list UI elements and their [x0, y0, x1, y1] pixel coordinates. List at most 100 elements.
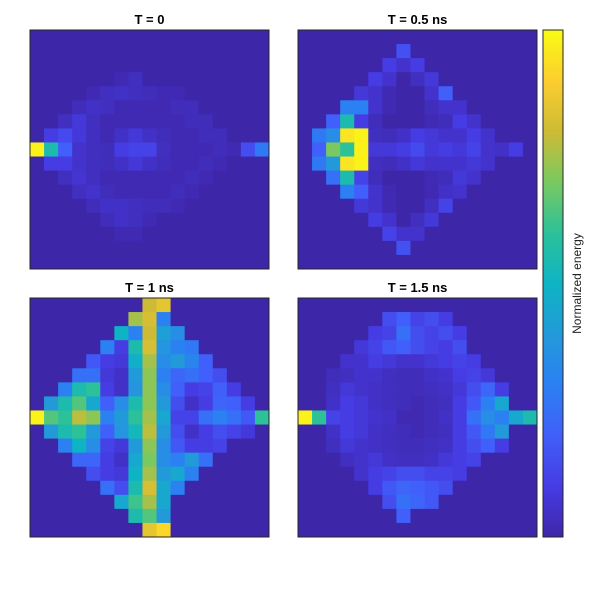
- heatmap-cell: [198, 312, 214, 327]
- heatmap-cell: [170, 452, 186, 468]
- heatmap-cell: [340, 226, 355, 242]
- heatmap-cell: [44, 72, 59, 87]
- heatmap-cell: [30, 184, 45, 200]
- heatmap-cell: [30, 424, 45, 439]
- heatmap-cell: [44, 58, 59, 73]
- heatmap-cell: [452, 58, 468, 73]
- heatmap-cell: [184, 494, 200, 510]
- heatmap-cell: [508, 114, 524, 129]
- heatmap-cell: [382, 438, 397, 454]
- heatmap-cell: [494, 522, 510, 538]
- heatmap-cell: [424, 30, 439, 45]
- heatmap-cell: [424, 184, 439, 200]
- heatmap-cell: [226, 452, 242, 468]
- heatmap-cell: [128, 326, 143, 341]
- heatmap-cell: [452, 326, 468, 341]
- heatmap-cell: [58, 58, 73, 73]
- heatmap-cell: [368, 508, 383, 524]
- heatmap-cell: [480, 326, 496, 341]
- heatmap-cell: [312, 494, 327, 510]
- heatmap-cell: [382, 142, 397, 157]
- heatmap-cell: [156, 354, 171, 369]
- heatmap-cell: [212, 100, 228, 115]
- heatmap-cell: [424, 128, 439, 143]
- heatmap-cell: [452, 382, 468, 397]
- heatmap-cell: [508, 410, 524, 425]
- heatmap-cell: [170, 142, 186, 157]
- heatmap-cell: [156, 424, 171, 439]
- heatmap-cell: [240, 254, 256, 270]
- heatmap-cell: [170, 184, 186, 200]
- heatmap-cell: [72, 312, 87, 327]
- heatmap-cell: [100, 368, 115, 383]
- heatmap-cell: [44, 452, 59, 468]
- heatmap-cell: [438, 44, 454, 59]
- heatmap-cell: [354, 452, 369, 468]
- heatmap-cell: [480, 480, 496, 496]
- heatmap-cell: [312, 368, 327, 383]
- heatmap-cell: [438, 354, 454, 369]
- heatmap-cell: [30, 396, 45, 411]
- heatmap-cell: [410, 354, 425, 369]
- heatmap-cell: [142, 58, 157, 73]
- heatmap-cell: [424, 298, 439, 313]
- heatmap-cell: [198, 466, 214, 482]
- heatmap-cell: [58, 72, 73, 87]
- heatmap-cell: [170, 86, 186, 101]
- heatmap-cell: [170, 466, 186, 482]
- heatmap-cell: [58, 312, 73, 327]
- heatmap-cell: [508, 58, 524, 73]
- heatmap-cell: [410, 452, 425, 468]
- heatmap-cell: [156, 326, 171, 341]
- heatmap-cell: [522, 170, 538, 186]
- heatmap-cell: [184, 382, 200, 397]
- heatmap-cell: [340, 368, 355, 383]
- heatmap-cell: [226, 114, 242, 129]
- heatmap-cell: [240, 44, 256, 59]
- heatmap-cell: [396, 382, 411, 397]
- heatmap-cell: [452, 396, 468, 411]
- heatmap-cell: [354, 254, 369, 270]
- heatmap-cell: [382, 254, 397, 270]
- heatmap-cell: [368, 368, 383, 383]
- heatmap-cell: [156, 198, 171, 214]
- heatmap-cell: [480, 508, 496, 524]
- heatmap-cell: [128, 198, 143, 214]
- heatmap-cell: [452, 30, 468, 45]
- heatmap-cell: [326, 212, 341, 228]
- heatmap-cell: [368, 522, 383, 538]
- heatmap-cell: [254, 452, 270, 468]
- heatmap-cell: [522, 156, 538, 171]
- heatmap-cell: [170, 522, 186, 538]
- heatmap-cell: [44, 254, 59, 270]
- heatmap-cell: [44, 298, 59, 313]
- heatmap-cell: [312, 354, 327, 369]
- heatmap-cell: [86, 240, 101, 256]
- heatmap-cell: [198, 452, 214, 468]
- heatmap-cell: [212, 410, 228, 425]
- heatmap-cell: [100, 240, 115, 256]
- heatmap-cell: [340, 424, 355, 439]
- heatmap-cell: [142, 326, 157, 341]
- heatmap-cell: [494, 72, 510, 87]
- heatmap-cell: [424, 410, 439, 425]
- heatmap-cell: [410, 100, 425, 115]
- heatmap-cell: [494, 86, 510, 101]
- heatmap-cell: [198, 424, 214, 439]
- heatmap-cell: [72, 30, 87, 45]
- heatmap-cell: [298, 128, 313, 143]
- heatmap-cell: [58, 494, 73, 510]
- heatmap-cell: [312, 30, 327, 45]
- heatmap-cell: [326, 508, 341, 524]
- heatmap-cell: [382, 326, 397, 341]
- heatmap-cell: [184, 72, 200, 87]
- heatmap-cell: [254, 298, 270, 313]
- heatmap-cell: [522, 494, 538, 510]
- heatmap-cell: [354, 156, 369, 171]
- heatmap-cell: [298, 240, 313, 256]
- heatmap-cell: [44, 340, 59, 355]
- heatmap-cell: [452, 354, 468, 369]
- heatmap-cell: [72, 212, 87, 228]
- heatmap-cell: [30, 240, 45, 256]
- heatmap-cell: [156, 452, 171, 468]
